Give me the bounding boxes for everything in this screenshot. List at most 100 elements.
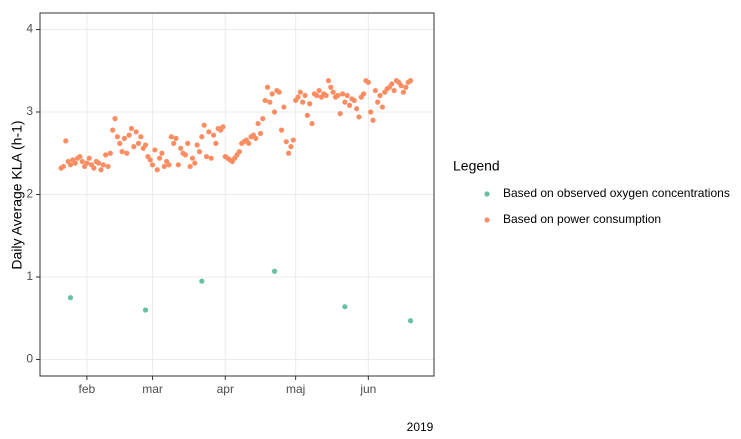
point [171,140,177,146]
point [67,162,74,168]
point [269,91,275,97]
point [135,140,142,146]
panel-border [39,12,435,377]
point [124,150,130,156]
point [201,122,207,128]
legend-label: Based on power consumption [503,212,661,226]
legend-label: Based on observed oxygen concentrations [503,186,730,200]
x-axis-title: 2019 [407,420,434,434]
point [110,127,116,133]
point [203,153,210,160]
point [100,162,106,168]
point [337,111,343,117]
point [377,92,383,99]
y-tick-label: 3 [26,104,33,118]
point [133,129,139,135]
point [309,120,315,127]
point [316,87,322,94]
x-tick-label: apr [217,382,234,396]
point [288,144,294,150]
point [98,167,104,173]
point [297,89,303,95]
point [407,318,414,324]
point [103,152,109,158]
point [307,101,313,107]
point [344,92,350,99]
point [142,307,149,313]
point [342,304,348,310]
point [267,99,273,105]
point [379,104,386,110]
point [290,137,296,143]
point [407,78,414,84]
point [264,84,271,90]
point [96,160,102,166]
point [178,145,184,151]
point [398,83,404,89]
point [283,139,289,145]
legend-title: Legend [453,158,500,174]
point [67,295,74,301]
point [375,99,381,105]
point [182,152,189,158]
point [114,134,120,140]
point [220,124,226,130]
point [285,150,292,156]
point [368,109,374,115]
point [372,87,378,94]
point [304,112,310,118]
point [149,162,156,168]
point [300,99,306,105]
point [121,135,128,141]
point [346,102,353,108]
point [131,144,137,150]
point [157,155,163,161]
point [356,114,362,120]
point [72,160,78,166]
point [271,268,278,274]
point [77,153,83,160]
point [107,150,113,156]
x-tick-label: mar [142,382,163,396]
point [314,92,320,99]
point [361,91,367,97]
y-tick-label: 4 [26,22,33,36]
point [194,142,200,148]
point [112,116,118,122]
point [166,162,172,168]
point [389,81,395,87]
point [117,140,123,146]
point [281,104,287,110]
point [138,134,144,140]
point [255,120,261,127]
point [208,155,214,161]
point [154,167,160,173]
point [189,155,196,161]
point [328,84,334,90]
point [196,149,203,155]
legend-marker [484,217,490,223]
point [187,163,193,170]
point [206,129,212,135]
point [147,157,153,163]
point [199,278,205,284]
point [271,109,278,115]
point [159,150,165,156]
point [302,92,308,99]
point [168,134,174,140]
point [354,106,360,112]
point [210,132,217,138]
legend-marker [484,191,490,197]
point [262,97,268,104]
point [370,117,376,123]
point [403,84,409,90]
point [128,125,135,132]
point [295,94,301,100]
point [391,87,397,94]
point [199,134,205,140]
point [236,149,242,155]
point [84,160,90,166]
